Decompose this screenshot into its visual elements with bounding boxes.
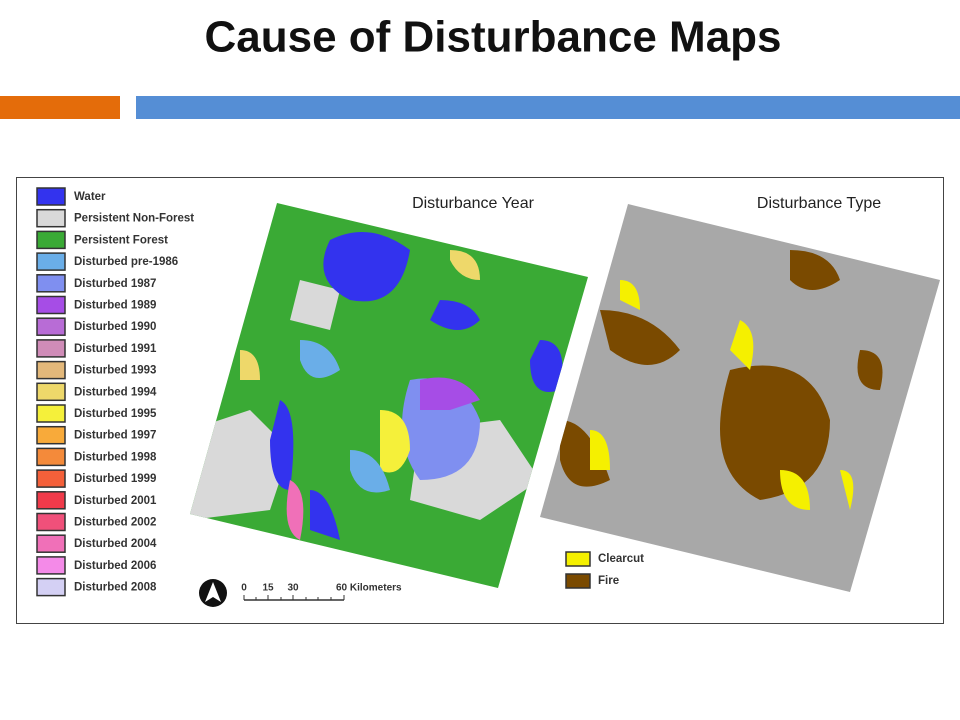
legend-swatch (36, 447, 66, 467)
legend-swatch (36, 252, 66, 271)
legend-swatch (36, 230, 66, 250)
legend-swatch (36, 339, 66, 358)
legend-label: Disturbed 1990 (74, 321, 156, 333)
accent-bar (0, 96, 120, 119)
legend-swatch (36, 360, 66, 380)
panel-label: Disturbance Type (757, 195, 881, 212)
legend-label: Disturbed 1995 (74, 408, 157, 420)
scale-label: 30 (287, 583, 299, 594)
legend-label: Disturbed 1991 (74, 343, 157, 355)
legend-label: Persistent Non-Forest (74, 213, 194, 225)
legend-label: Disturbed 1998 (74, 451, 157, 463)
legend-swatch (36, 425, 66, 445)
scale-label: 15 (262, 583, 274, 594)
legend-swatch (36, 274, 66, 293)
slide-title: Cause of Disturbance Maps (204, 13, 781, 62)
legend-swatch (36, 534, 66, 553)
legend-swatch (36, 512, 66, 532)
scale-bar (243, 595, 345, 600)
north-arrow (205, 582, 221, 602)
legend-label: Disturbed 1994 (74, 386, 157, 398)
legend-swatch (36, 382, 66, 402)
legend-label: Clearcut (598, 553, 644, 565)
legend-label: Water (74, 191, 106, 203)
legend-swatch (36, 317, 66, 336)
legend-swatch (36, 556, 66, 575)
legend-swatch (565, 551, 591, 567)
accent-bar (136, 96, 960, 119)
legend-swatch (36, 469, 66, 488)
legend-swatch (36, 404, 66, 423)
legend-label: Disturbed 1987 (74, 278, 156, 290)
legend-label: Disturbed 1993 (74, 365, 156, 377)
legend-swatch (36, 577, 66, 597)
legend-label: Disturbed 2002 (74, 517, 156, 529)
legends: Water Persistent Non-Forest Persistent For… (36, 187, 644, 597)
legend-label: Disturbed 1997 (74, 430, 156, 442)
scale-label: 0 (241, 583, 247, 594)
legend-label: Disturbed 2008 (74, 582, 157, 594)
legend-label: Persistent Forest (74, 234, 168, 246)
legend-swatch (36, 208, 66, 228)
legend-label: Disturbed pre-1986 (74, 256, 178, 268)
panel-label: Disturbance Year (412, 195, 535, 212)
legend-label: Disturbed 2004 (74, 538, 157, 550)
legend-swatch (36, 491, 66, 510)
legend-label: Disturbed 1989 (74, 300, 156, 312)
legend-label: Disturbed 1999 (74, 473, 156, 485)
scale-label: 60 Kilometers (336, 583, 402, 594)
legend-label: Fire (598, 575, 619, 587)
legend-swatch (565, 573, 591, 589)
legend-label: Disturbed 2001 (74, 495, 157, 507)
legend-label: Disturbed 2006 (74, 560, 156, 572)
legend-swatch (36, 187, 66, 206)
legend-swatch (36, 295, 66, 315)
